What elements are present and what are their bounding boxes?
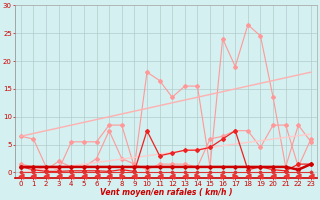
X-axis label: Vent moyen/en rafales ( km/h ): Vent moyen/en rafales ( km/h ) [100, 188, 232, 197]
